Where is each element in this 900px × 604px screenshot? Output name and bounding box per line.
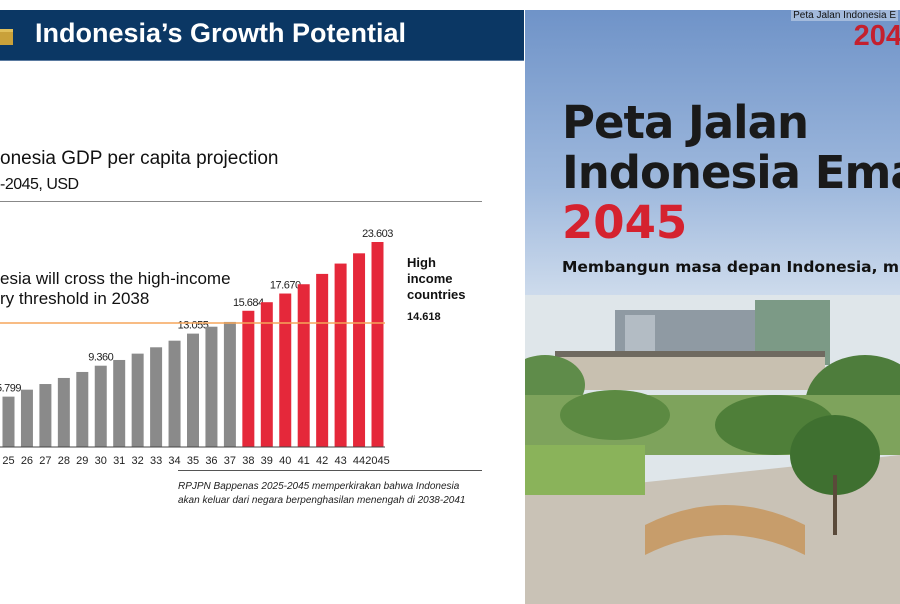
chart-subtitle: -2045, USD [0,176,79,193]
source-divider [178,470,482,471]
x-tick-label: 27 [39,455,51,467]
building-icon [0,29,13,45]
book-title-year: 2045 [562,196,688,249]
bar-44 [353,253,366,447]
bar-29 [76,371,89,447]
annotation-line-2: ry threshold in 2038 [0,289,150,308]
bar-33 [150,347,163,447]
source-line: akan keluar dari negara berpenghasilan m… [178,495,466,506]
palace-building [555,355,825,390]
gdp-bar-chart: 25 5.799 26 27 28 29 30 9.360 31 32 33 34 35 13.055 36… [0,228,394,467]
bar-26 [20,389,33,447]
x-tick-label: 40 [279,455,291,467]
source-note: RPJPN Bappenas 2025-2045 memperkirakan b… [178,480,465,508]
bar-35 [187,333,199,447]
data-label: 9.360 [88,352,113,364]
x-tick-label: 38 [242,455,254,467]
chart-annotation: esia will cross the high-income ry thres… [0,269,231,309]
chart-title: onesia GDP per capita projection [0,148,279,169]
x-tick-label: 35 [187,455,199,467]
bar-42 [316,273,329,447]
x-tick-label: 44 [353,455,365,467]
bar-2045 [371,242,384,447]
threshold-value: 14.618 [407,311,441,323]
x-tick-label: 42 [316,455,328,467]
x-tick-label: 31 [113,455,125,467]
x-tick-label: 33 [150,455,162,467]
slide-panel: Indonesia’s Growth Potential onesia GDP … [0,10,524,508]
source-line: RPJPN Bappenas 2025-2045 memperkirakan b… [178,481,460,492]
bar-36 [205,326,218,447]
threshold-caption: High income countries [407,255,466,303]
slide-title: Indonesia’s Growth Potential [35,18,407,48]
x-tick-label: 28 [58,455,70,467]
data-label: 23.603 [362,228,393,240]
book-title-line-2: Indonesia Emas [562,146,900,199]
book-logo: 204 [853,20,900,52]
data-label: 15.684 [233,297,264,309]
bar-31 [113,359,126,447]
x-tick-label: 37 [224,455,236,467]
x-tick-label: 2045 [365,455,389,467]
x-tick-label: 39 [261,455,273,467]
bar-41 [297,284,310,447]
annotation-line-1: esia will cross the high-income [0,269,231,288]
bar-30 [94,365,107,447]
data-label: 17.670 [270,280,301,292]
slide-header: Indonesia’s Growth Potential [0,10,524,61]
x-tick-label: 41 [298,455,310,467]
bar-27 [39,384,52,447]
bar-38 [242,310,255,447]
x-tick-label: 43 [334,455,346,467]
threshold-caption-line: income [407,271,453,286]
x-tick-label: 26 [21,455,33,467]
data-label: 13.055 [178,320,209,332]
x-tick-label: 34 [168,455,180,467]
x-tick-label: 36 [205,455,217,467]
x-tick-label: 29 [76,455,88,467]
x-tick-label: 32 [132,455,144,467]
threshold-caption-line: High [407,255,436,270]
x-tick-label: 30 [95,455,107,467]
book-tagline: Membangun masa depan Indonesia, mulai ha… [562,258,900,276]
bar-43 [334,263,347,447]
pavilion [645,505,805,555]
bar-28 [57,377,70,447]
bar-40 [279,293,292,447]
book-title-line-1: Peta Jalan [562,96,809,149]
divider [0,201,482,202]
cover-illustration [525,295,900,604]
bar-37 [223,321,236,447]
bar-34 [168,340,181,447]
x-tick-label: 25 [2,455,14,467]
bar-32 [131,353,144,447]
bar-39 [260,302,273,447]
bar-25 [2,396,15,447]
threshold-caption-line: countries [407,287,466,302]
book-logo-caption: Peta Jalan Indonesia E [791,10,898,21]
book-cover: Peta Jalan Indonesia E 204 Peta Jalan In… [525,10,900,604]
data-label: 5.799 [0,383,21,395]
